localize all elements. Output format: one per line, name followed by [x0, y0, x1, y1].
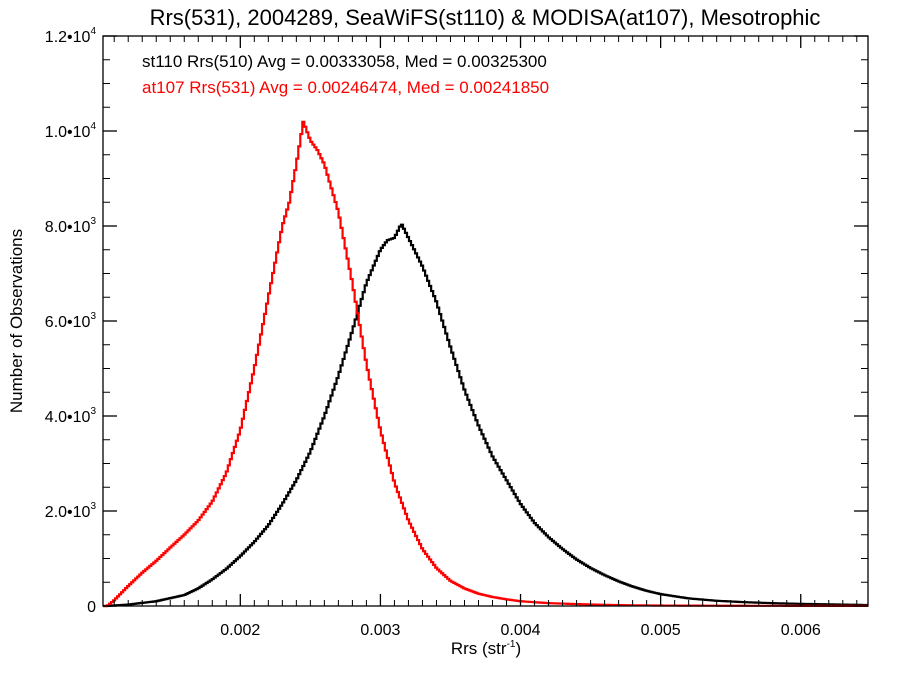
series-line-0 [103, 223, 868, 608]
x-axis-label-main: Rrs (str [451, 639, 507, 658]
y-tick-label: 1.0•104 [45, 121, 97, 141]
chart-title: Rrs(531), 2004289, SeaWiFS(st110) & MODI… [150, 5, 821, 30]
y-axis-label: Number of Observations [7, 229, 26, 413]
y-tick-label: 8.0•103 [45, 216, 97, 236]
x-tick-label: 0.005 [641, 622, 681, 639]
annotation-at107: at107 Rrs(531) Avg = 0.00246474, Med = 0… [142, 78, 549, 97]
annotation-st110: st110 Rrs(510) Avg = 0.00333058, Med = 0… [142, 52, 547, 71]
series-layer [103, 120, 868, 608]
y-tick-label: 0 [87, 599, 96, 616]
x-tick-label: 0.006 [781, 622, 821, 639]
x-axis-label-close: ) [515, 639, 521, 658]
x-axis-label: Rrs (str-1) [451, 639, 521, 658]
y-tick-label: 6.0•103 [45, 311, 97, 331]
x-tick-label: 0.004 [501, 622, 541, 639]
tick-layer: 0.002 0.003 0.004 0.005 0.006 0 2.0•103 4.0•103… [45, 26, 868, 639]
series-line-1 [103, 120, 868, 608]
y-tick-label: 1.2•104 [45, 26, 97, 46]
x-tick-label: 0.002 [220, 622, 260, 639]
x-tick-label: 0.003 [360, 622, 400, 639]
plot-frame [102, 35, 869, 607]
y-tick-label: 2.0•103 [45, 501, 97, 521]
x-axis-label-sup: -1 [507, 639, 516, 650]
y-tick-label: 4.0•103 [45, 406, 97, 426]
